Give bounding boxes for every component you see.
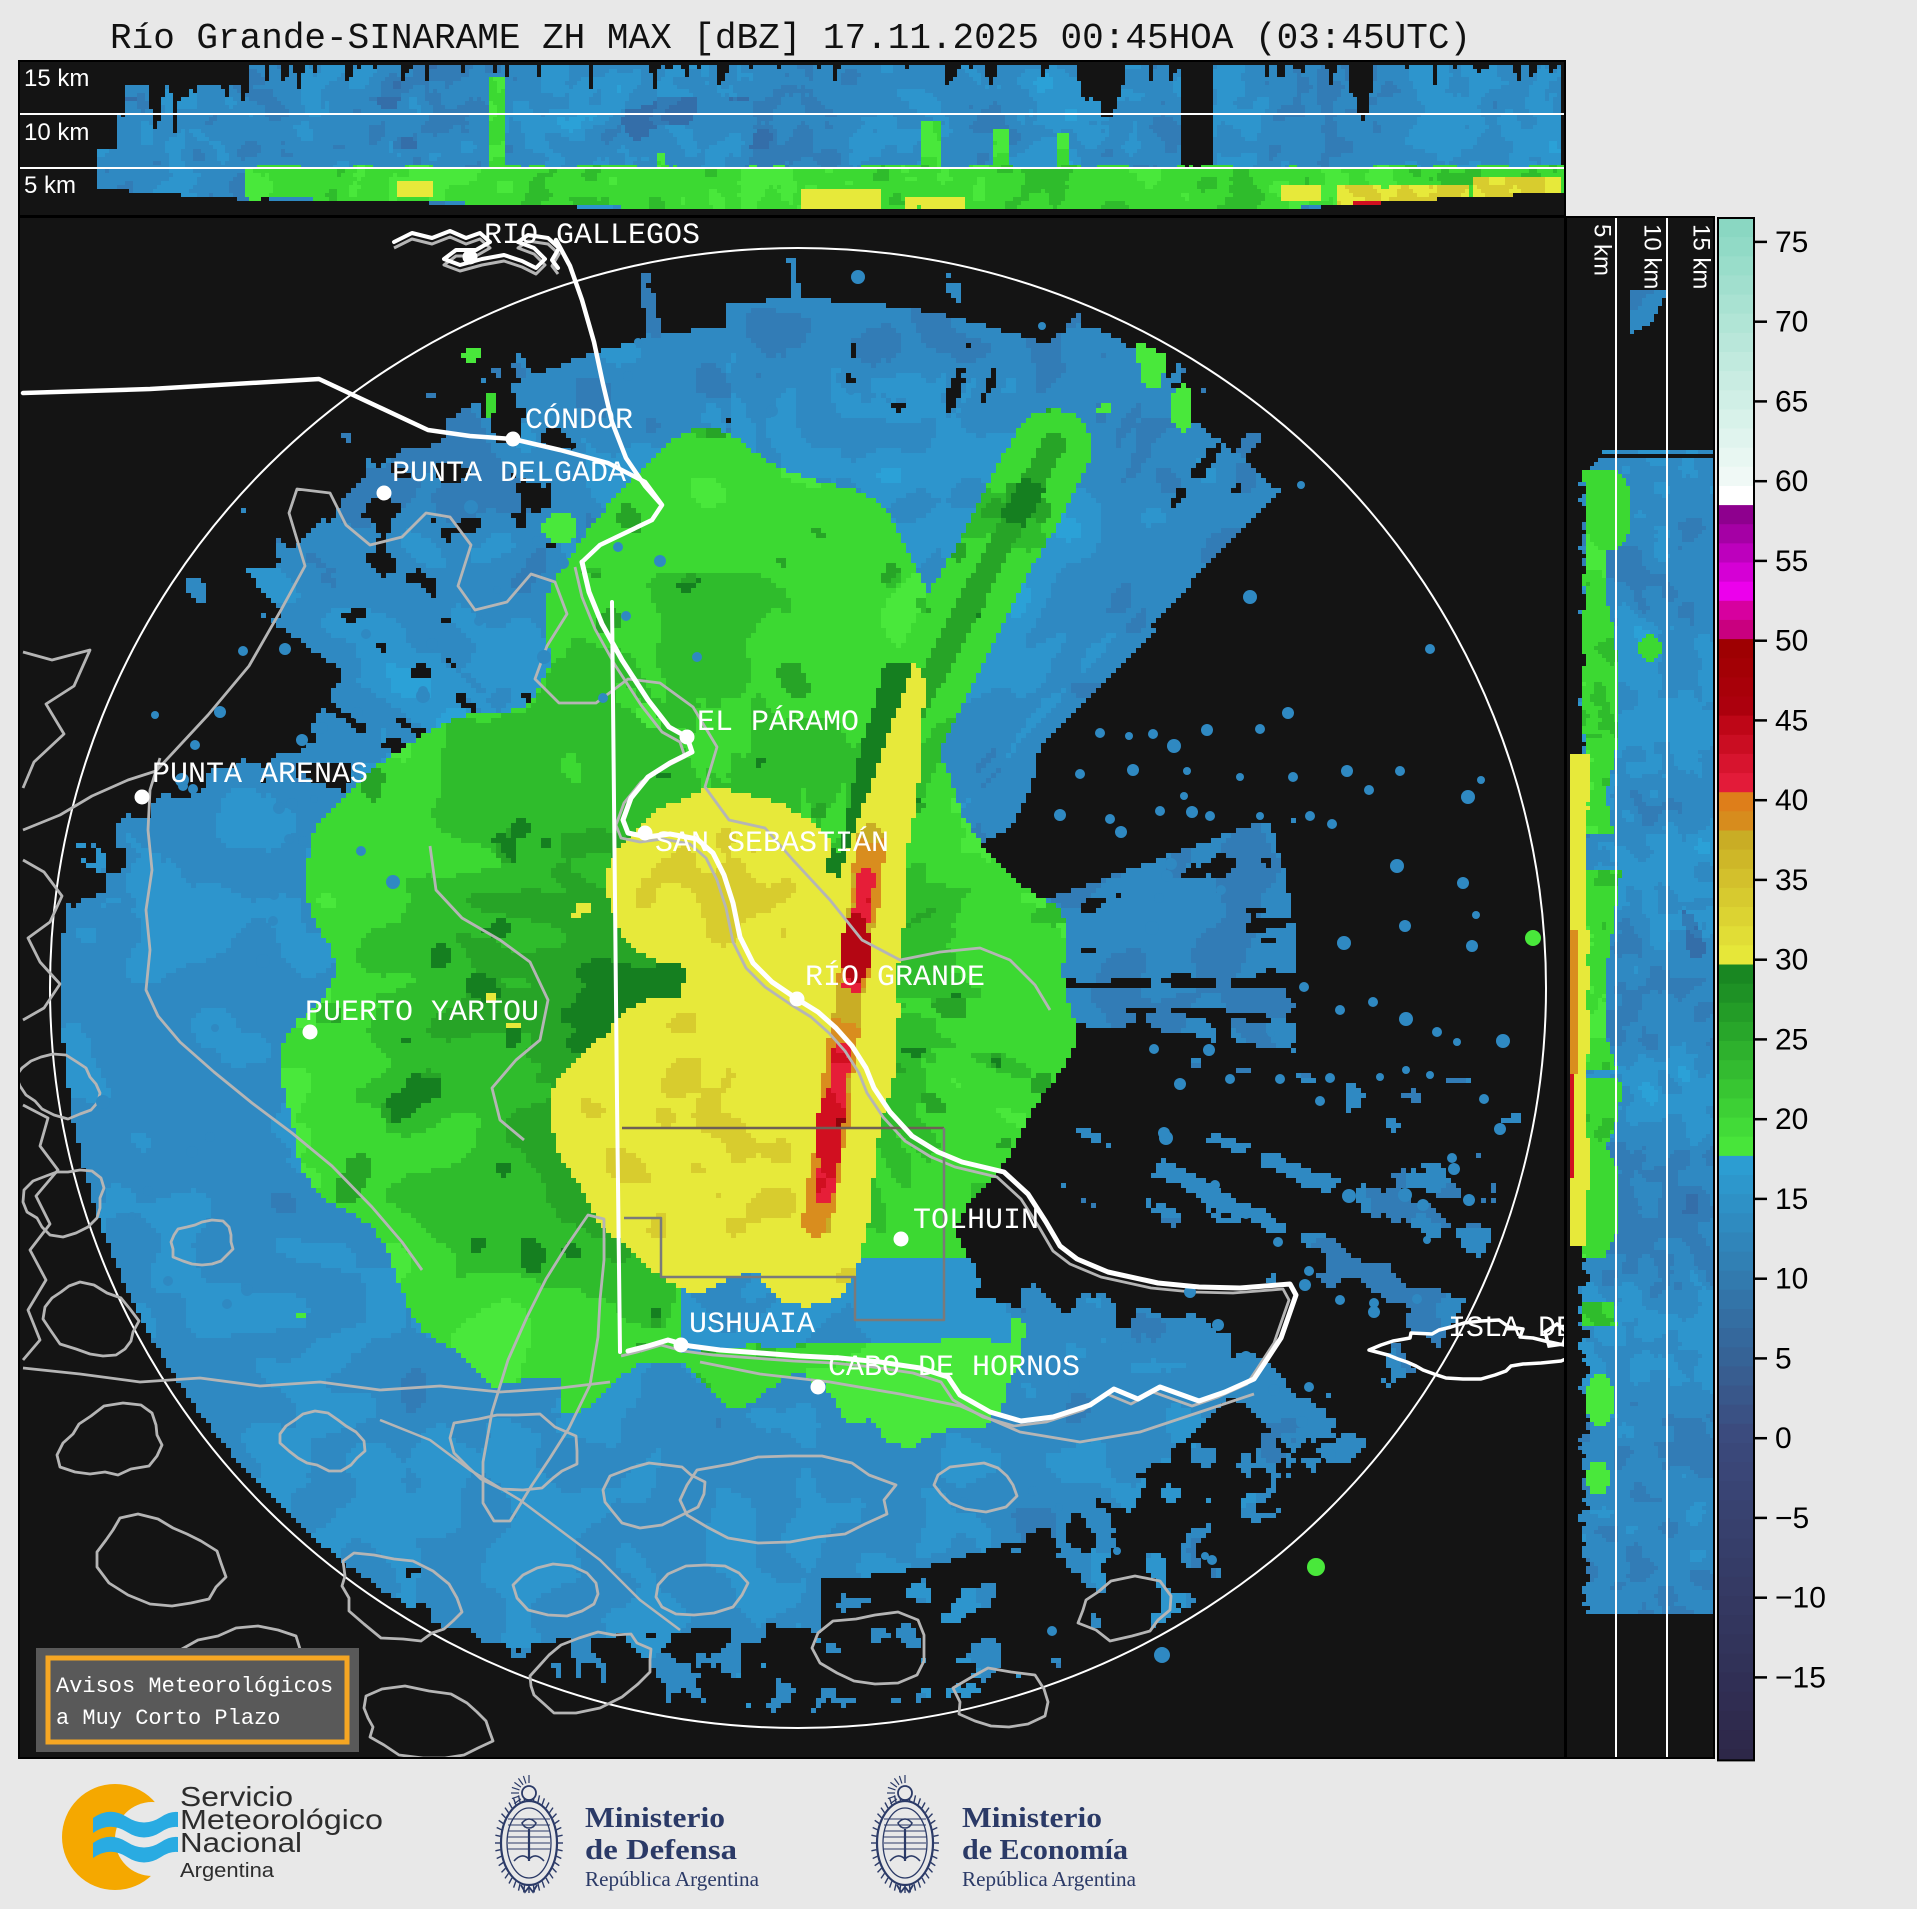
- svg-text:−5: −5: [1775, 1502, 1809, 1535]
- svg-text:TOLHUIN: TOLHUIN: [913, 1204, 1039, 1238]
- svg-text:5: 5: [1775, 1342, 1792, 1375]
- svg-text:PUERTO YARTOU: PUERTO YARTOU: [305, 996, 539, 1030]
- svg-text:Ministerio: Ministerio: [585, 1803, 725, 1834]
- svg-text:0: 0: [1775, 1422, 1792, 1455]
- svg-text:República Argentina: República Argentina: [585, 1867, 760, 1891]
- svg-text:5 km: 5 km: [24, 172, 76, 199]
- svg-text:CÓNDOR: CÓNDOR: [525, 403, 633, 438]
- svg-text:35: 35: [1775, 864, 1808, 897]
- svg-text:65: 65: [1775, 385, 1808, 418]
- svg-text:70: 70: [1775, 306, 1808, 339]
- svg-text:CABO DE HORNOS: CABO DE HORNOS: [828, 1351, 1080, 1385]
- svg-text:RÍO GRANDE: RÍO GRANDE: [805, 960, 985, 995]
- svg-text:República Argentina: República Argentina: [962, 1867, 1137, 1891]
- svg-text:de Economía: de Economía: [962, 1835, 1128, 1866]
- svg-text:Meteorológico: Meteorológico: [180, 1804, 383, 1835]
- svg-text:75: 75: [1775, 226, 1808, 259]
- svg-text:Nacional: Nacional: [180, 1827, 302, 1858]
- svg-text:10 km: 10 km: [1639, 224, 1666, 289]
- svg-text:Ministerio: Ministerio: [962, 1803, 1102, 1834]
- svg-text:20: 20: [1775, 1103, 1808, 1136]
- svg-text:50: 50: [1775, 625, 1808, 658]
- svg-text:45: 45: [1775, 704, 1808, 737]
- svg-text:40: 40: [1775, 784, 1808, 817]
- svg-text:SAN SEBASTIÁN: SAN SEBASTIÁN: [655, 826, 889, 861]
- svg-text:Servicio: Servicio: [180, 1781, 293, 1812]
- svg-text:60: 60: [1775, 465, 1808, 498]
- svg-text:15: 15: [1775, 1183, 1808, 1216]
- svg-text:Río Grande-SINARAME ZH MAX [dB: Río Grande-SINARAME ZH MAX [dBZ] 17.11.2…: [110, 18, 1471, 59]
- svg-text:30: 30: [1775, 944, 1808, 977]
- svg-text:ISLA DE: ISLA DE: [1448, 1312, 1574, 1346]
- svg-text:55: 55: [1775, 545, 1808, 578]
- svg-text:PUNTA DELGADA: PUNTA DELGADA: [392, 457, 626, 491]
- svg-text:Avisos Meteorológicos: Avisos Meteorológicos: [56, 1674, 333, 1699]
- svg-text:Argentina: Argentina: [180, 1860, 275, 1882]
- svg-text:5 km: 5 km: [1589, 224, 1616, 276]
- svg-text:25: 25: [1775, 1023, 1808, 1056]
- svg-text:−10: −10: [1775, 1582, 1826, 1615]
- svg-text:RIO GALLEGOS: RIO GALLEGOS: [484, 219, 700, 253]
- svg-text:PUNTA ARENAS: PUNTA ARENAS: [152, 758, 368, 792]
- svg-text:10 km: 10 km: [24, 119, 89, 146]
- svg-text:EL PÁRAMO: EL PÁRAMO: [697, 705, 859, 740]
- svg-text:10: 10: [1775, 1263, 1808, 1296]
- svg-text:USHUAIA: USHUAIA: [689, 1308, 815, 1342]
- svg-text:15 km: 15 km: [24, 65, 89, 92]
- svg-text:a Muy Corto Plazo: a Muy Corto Plazo: [56, 1706, 280, 1731]
- svg-text:de Defensa: de Defensa: [585, 1835, 737, 1866]
- svg-text:15 km: 15 km: [1688, 224, 1715, 289]
- svg-text:−15: −15: [1775, 1661, 1826, 1694]
